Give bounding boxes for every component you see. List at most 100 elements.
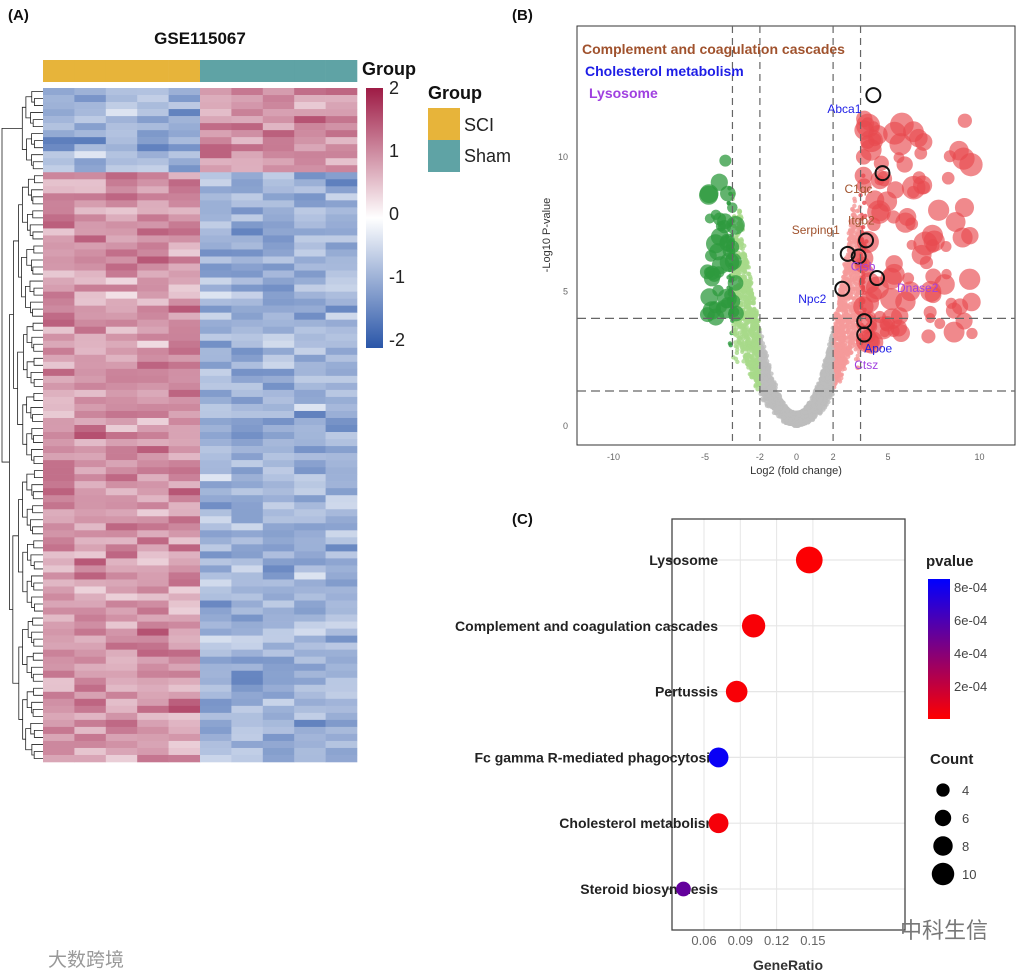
heatmap-cell: [137, 558, 169, 566]
heatmap-cell: [325, 298, 358, 306]
heatmap-cell: [200, 586, 232, 594]
volcano-point: [816, 381, 821, 386]
heatmap-cell: [43, 467, 75, 475]
heatmap-cell: [262, 439, 295, 447]
dendrogram-branch: [34, 603, 43, 612]
dendrogram-branch: [33, 393, 43, 401]
heatmap-cell: [200, 481, 232, 489]
heatmap-cell: [200, 186, 232, 194]
volcano-point: [747, 340, 752, 345]
heatmap-cell: [200, 249, 232, 257]
heatmap-cell: [74, 649, 107, 657]
heatmap-cell: [294, 572, 326, 580]
volcano-point: [822, 372, 827, 377]
heatmap-cell: [262, 530, 295, 538]
heatmap-cell: [294, 263, 326, 271]
heatmap-cell: [200, 600, 232, 608]
heatmap-cell: [262, 747, 295, 756]
heatmap-cell: [74, 347, 107, 356]
heatmap-cell: [105, 537, 138, 545]
dendrogram-branch: [32, 673, 43, 682]
heatmap-cell: [231, 425, 264, 433]
heatmap-cell: [325, 249, 358, 257]
heatmap-cell: [231, 130, 264, 138]
heatmap-cell: [200, 305, 232, 313]
heatmap-cell: [168, 558, 201, 566]
heatmap-cell: [262, 712, 295, 721]
heatmap-cell: [200, 754, 232, 763]
heatmap-cell: [325, 740, 358, 749]
heatmap-cell: [294, 663, 326, 672]
heatmap-cell: [168, 151, 201, 159]
heatmap-cell: [168, 375, 201, 384]
heatmap-cell: [262, 558, 295, 566]
heatmap-cell: [137, 109, 169, 117]
heatmap-cell: [231, 291, 264, 299]
heatmap-cell: [231, 656, 264, 665]
heatmap-cell: [294, 677, 326, 686]
heatmap-cell: [200, 579, 232, 587]
heatmap-cell: [105, 733, 138, 742]
heatmap-cell: [262, 193, 295, 201]
heatmap-cell: [325, 242, 358, 250]
heatmap-cell: [294, 425, 326, 433]
heatmap-cell: [137, 88, 169, 96]
heatmap-cell: [262, 249, 295, 257]
volcano-point: [823, 397, 829, 402]
heatmap-cell: [74, 586, 107, 594]
heatmap-cell: [43, 670, 75, 679]
heatmap-cell: [137, 116, 169, 124]
heatmap-cell: [262, 740, 295, 749]
volcano-point: [821, 392, 826, 397]
heatmap-cell: [74, 95, 107, 103]
heatmap-cell: [294, 158, 326, 166]
heatmap-cell: [294, 340, 326, 349]
volcano-point: [845, 354, 851, 359]
heatmap-cell: [200, 263, 232, 271]
heatmap-cell: [294, 200, 326, 208]
heatmap-cell: [262, 333, 295, 342]
heatmap-cell: [231, 439, 264, 447]
heatmap-cell: [200, 396, 232, 405]
heatmap-cell: [43, 432, 75, 440]
heatmap-cell: [262, 551, 295, 559]
heatmap-cell: [294, 481, 326, 489]
heatmap-cell: [262, 284, 295, 292]
heatmap-cell: [168, 95, 201, 103]
heatmap-cell: [105, 558, 138, 566]
heatmap-cell: [262, 130, 295, 138]
heatmap-cell: [231, 579, 264, 587]
heatmap-cell: [294, 523, 326, 531]
heatmap-cell: [200, 417, 232, 426]
volcano-point: [737, 330, 742, 335]
heatmap-cell: [200, 495, 232, 503]
heatmap-cell: [231, 726, 264, 735]
heatmap-cell: [168, 396, 201, 405]
heatmap-cell: [105, 572, 138, 580]
heatmap-cell: [294, 684, 326, 693]
heatmap-cell: [262, 719, 295, 728]
volcano-point: [740, 260, 746, 266]
heatmap-cell: [74, 663, 107, 672]
colorbar-tick-label: 0: [389, 204, 399, 224]
heatmap-cell: [200, 523, 232, 531]
heatmap-cell: [74, 102, 107, 110]
heatmap-cell: [137, 151, 169, 159]
heatmap-cell: [294, 95, 326, 103]
heatmap-cell: [325, 712, 358, 721]
heatmap-cell: [262, 656, 295, 665]
heatmap-cell: [137, 698, 169, 707]
heatmap-cell: [74, 593, 107, 601]
heatmap-cell: [262, 705, 295, 714]
heatmap-cell: [137, 242, 169, 250]
heatmap-cell: [105, 586, 138, 594]
heatmap-cell: [168, 200, 201, 208]
heatmap-cell: [168, 403, 201, 412]
heatmap-cell: [200, 403, 232, 412]
dendrogram-branch: [22, 404, 27, 445]
heatmap-cell: [231, 502, 264, 510]
heatmap-cell: [325, 88, 358, 96]
heatmap-cell: [137, 488, 169, 496]
